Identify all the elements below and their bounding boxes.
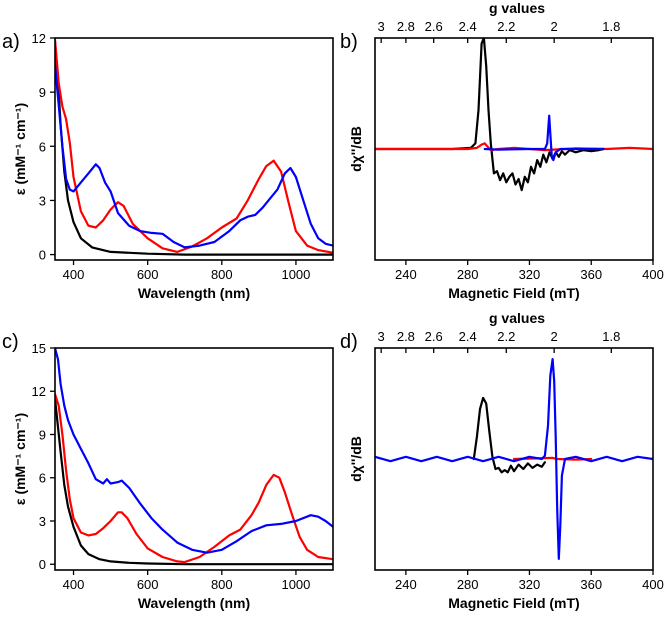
panel-b-label: b) [340,31,358,53]
panel-d-x-tick-label: 280 [457,577,479,592]
panel-d-y-axis-title: dχ''/dB [348,436,364,482]
panel-a-x-tick-label: 600 [137,267,159,282]
panel-a-y-tick-label: 6 [39,139,46,154]
panel-d-g-tick-label: 3 [378,329,385,344]
panel-b-g-tick-label: 3 [378,19,385,34]
panel-c-y-tick-label: 3 [39,514,46,529]
panel-b-g-tick-label: 2.4 [459,19,477,34]
panel-b-x-axis-title: Magnetic Field (mT) [448,285,579,301]
panel-a-series-2 [55,63,333,249]
panel-d-series-2 [375,358,653,560]
panel-c-y-tick-label: 12 [32,384,46,399]
panel-c-label: c) [2,331,19,353]
panel-b-x-tick-label: 320 [519,267,541,282]
panel-c-series-2 [55,348,333,554]
panel-a-series-0 [55,40,333,256]
panel-c-y-axis-title: ε (mM⁻¹ cm⁻¹) [12,413,28,505]
panel-d-x-axis-title: Magnetic Field (mT) [448,595,579,611]
panel-b-g-values-title: g values [489,0,545,16]
panel-b-x-tick-label: 240 [395,267,417,282]
panel-a: a) 400 600 800 1000 Wavelength (nm) 0 3 6 9 12 ε (… [2,31,334,301]
panel-a-plot-frame [54,37,334,261]
panel-c-series-1 [55,393,333,564]
panel-c-x-axis-title: Wavelength (nm) [138,595,250,611]
panel-c-series-0 [55,397,333,566]
panel-b-g-tick-label: 2 [551,19,558,34]
panel-d-x-tick-label: 360 [580,577,602,592]
panel-c-x-tick-label: 600 [137,577,159,592]
panel-d-x-tick-label: 320 [519,577,541,592]
panel-a-y-tick-label: 0 [39,248,46,263]
panel-b: b) g values 240 280 320 360 400 Magnetic Fiel… [340,0,664,301]
panel-b-y-axis-title: dχ''/dB [348,126,364,172]
panel-d-series-0 [472,396,546,474]
panel-c-x-tick-label: 1000 [281,577,310,592]
panel-d-g-tick-label: 2.8 [397,329,415,344]
panel-b-series-0 [375,38,605,192]
panel-a-y-tick-label: 3 [39,193,46,208]
panel-d-g-tick-label: 2.4 [459,329,477,344]
panel-a-y-axis-title: ε (mM⁻¹ cm⁻¹) [12,103,28,195]
panel-a-x-tick-label: 1000 [281,267,310,282]
panel-d-g-tick-label: 1.8 [602,329,620,344]
panel-d-label: d) [340,331,358,353]
panel-a-label: a) [2,31,20,53]
panel-d-g-values-title: g values [489,310,545,326]
panel-c-y-tick-label: 6 [39,471,46,486]
panel-d-g-tick-label: 2 [551,329,558,344]
panel-b-x-tick-label: 400 [642,267,664,282]
panel-c-y-tick-label: 15 [32,341,46,356]
panel-d-g-tick-label: 2.2 [497,329,515,344]
panel-a-y-tick-label: 12 [32,31,46,46]
panel-a-x-axis-title: Wavelength (nm) [138,285,250,301]
panel-d-x-tick-label: 400 [642,577,664,592]
panel-b-g-tick-label: 2.8 [397,19,415,34]
panel-b-series-2 [483,114,605,162]
panel-c-x-tick-label: 800 [211,577,233,592]
panel-b-g-tick-label: 2.2 [497,19,515,34]
panel-d-g-tick-label: 2.6 [425,329,443,344]
panel-d: d) g values 240 280 320 360 400 Magnetic Fiel… [340,310,664,611]
panel-b-x-tick-label: 360 [580,267,602,282]
panel-d-x-tick-label: 240 [395,577,417,592]
panel-c-y-tick-label: 9 [39,427,46,442]
panel-b-plot-frame [374,37,654,261]
panel-a-y-tick-label: 9 [39,85,46,100]
panel-c-y-tick-label: 0 [39,557,46,572]
panel-a-x-tick-label: 400 [63,267,85,282]
panel-b-x-tick-label: 280 [457,267,479,282]
panel-a-series-1 [55,38,333,254]
panel-b-g-tick-label: 1.8 [602,19,620,34]
panel-c-x-tick-label: 400 [63,577,85,592]
panel-b-g-tick-label: 2.6 [425,19,443,34]
panel-d-plot-frame [374,347,654,571]
panel-a-x-tick-label: 800 [211,267,233,282]
panel-c: c) 400 600 800 1000 Wavelength (nm) 0 3 6 9 12 15 ε… [2,331,334,611]
panel-c-plot-frame [54,347,334,571]
